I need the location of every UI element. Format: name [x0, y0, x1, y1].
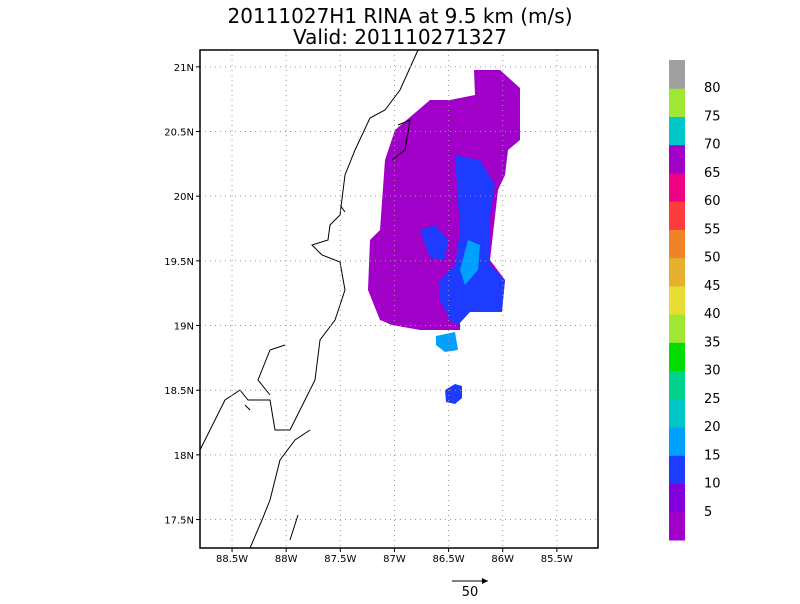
- title: 20111027H1 RINA at 9.5 km (m/s): [228, 4, 573, 28]
- y-tick-label: 19.5N: [164, 257, 194, 268]
- colorbar-swatch: [669, 511, 685, 541]
- colorbar-swatch: [669, 427, 685, 456]
- y-tick-label: 19N: [174, 322, 194, 333]
- x-tick-label: 88W: [275, 554, 298, 565]
- y-tick-label: 18.5N: [164, 386, 194, 397]
- colorbar-swatch: [669, 60, 685, 89]
- map: 88.5W 88W 87.5W 87W 86.5W 86W 85.5W 17.5N 18N 18.…: [164, 49, 599, 565]
- y-tick-label: 20.5N: [164, 127, 194, 138]
- colorbar-label: 55: [704, 222, 721, 237]
- x-tick-label: 86W: [491, 554, 514, 565]
- colorbar: 5 10 15 20 25 30 35 40 45 50 55 60 65 70 75 80: [669, 60, 721, 541]
- wind-field: [368, 70, 520, 404]
- x-tick-label: 88.5W: [216, 554, 248, 565]
- subtitle: Valid: 201110271327: [293, 25, 507, 49]
- wind-region: [440, 155, 505, 325]
- x-tick-label: 87.5W: [324, 554, 356, 565]
- colorbar-label: 50: [704, 251, 721, 266]
- x-tick-label: 87W: [383, 554, 406, 565]
- colorbar-swatch: [669, 88, 685, 117]
- wind-region: [445, 384, 462, 404]
- y-tick-label: 17.5N: [164, 516, 194, 527]
- colorbar-label: 5: [704, 505, 712, 520]
- colorbar-label: 60: [704, 194, 721, 209]
- y-tick-label: 20N: [174, 192, 194, 203]
- colorbar-swatch: [669, 398, 685, 428]
- colorbar-swatch: [669, 144, 685, 174]
- map-frame: [199, 49, 599, 549]
- colorbar-label: 70: [704, 138, 721, 153]
- colorbar-label: 65: [704, 166, 721, 181]
- colorbar-swatch: [669, 342, 685, 372]
- colorbar-swatch: [669, 257, 685, 287]
- wind-region: [436, 332, 458, 352]
- colorbar-label: 30: [704, 364, 721, 379]
- colorbar-swatch: [669, 314, 685, 343]
- y-tick-label: 21N: [174, 63, 194, 74]
- colorbar-label: 35: [704, 335, 721, 350]
- colorbar-label: 20: [704, 420, 721, 435]
- colorbar-label: 40: [704, 307, 721, 322]
- reference-vector-head: [482, 578, 488, 584]
- colorbar-swatch: [669, 455, 685, 485]
- colorbar-label: 25: [704, 392, 721, 407]
- colorbar-swatch: [669, 229, 685, 259]
- reference-vector-label: 50: [462, 585, 479, 600]
- x-tick-label: 86.5W: [433, 554, 465, 565]
- colorbar-label: 45: [704, 279, 721, 294]
- colorbar-label: 80: [704, 81, 721, 96]
- colorbar-label: 75: [704, 109, 721, 124]
- x-tick-label: 85.5W: [541, 554, 573, 565]
- y-tick-label: 18N: [174, 451, 194, 462]
- colorbar-label: 10: [704, 477, 721, 492]
- colorbar-swatch: [669, 370, 685, 400]
- colorbar-label: 15: [704, 448, 721, 463]
- wind-region: [460, 240, 480, 285]
- colorbar-swatch: [669, 201, 685, 230]
- colorbar-swatch: [669, 116, 685, 146]
- colorbar-swatch: [669, 172, 685, 202]
- colorbar-swatch: [669, 285, 685, 315]
- wind-region: [420, 225, 448, 260]
- colorbar-swatch: [669, 483, 685, 513]
